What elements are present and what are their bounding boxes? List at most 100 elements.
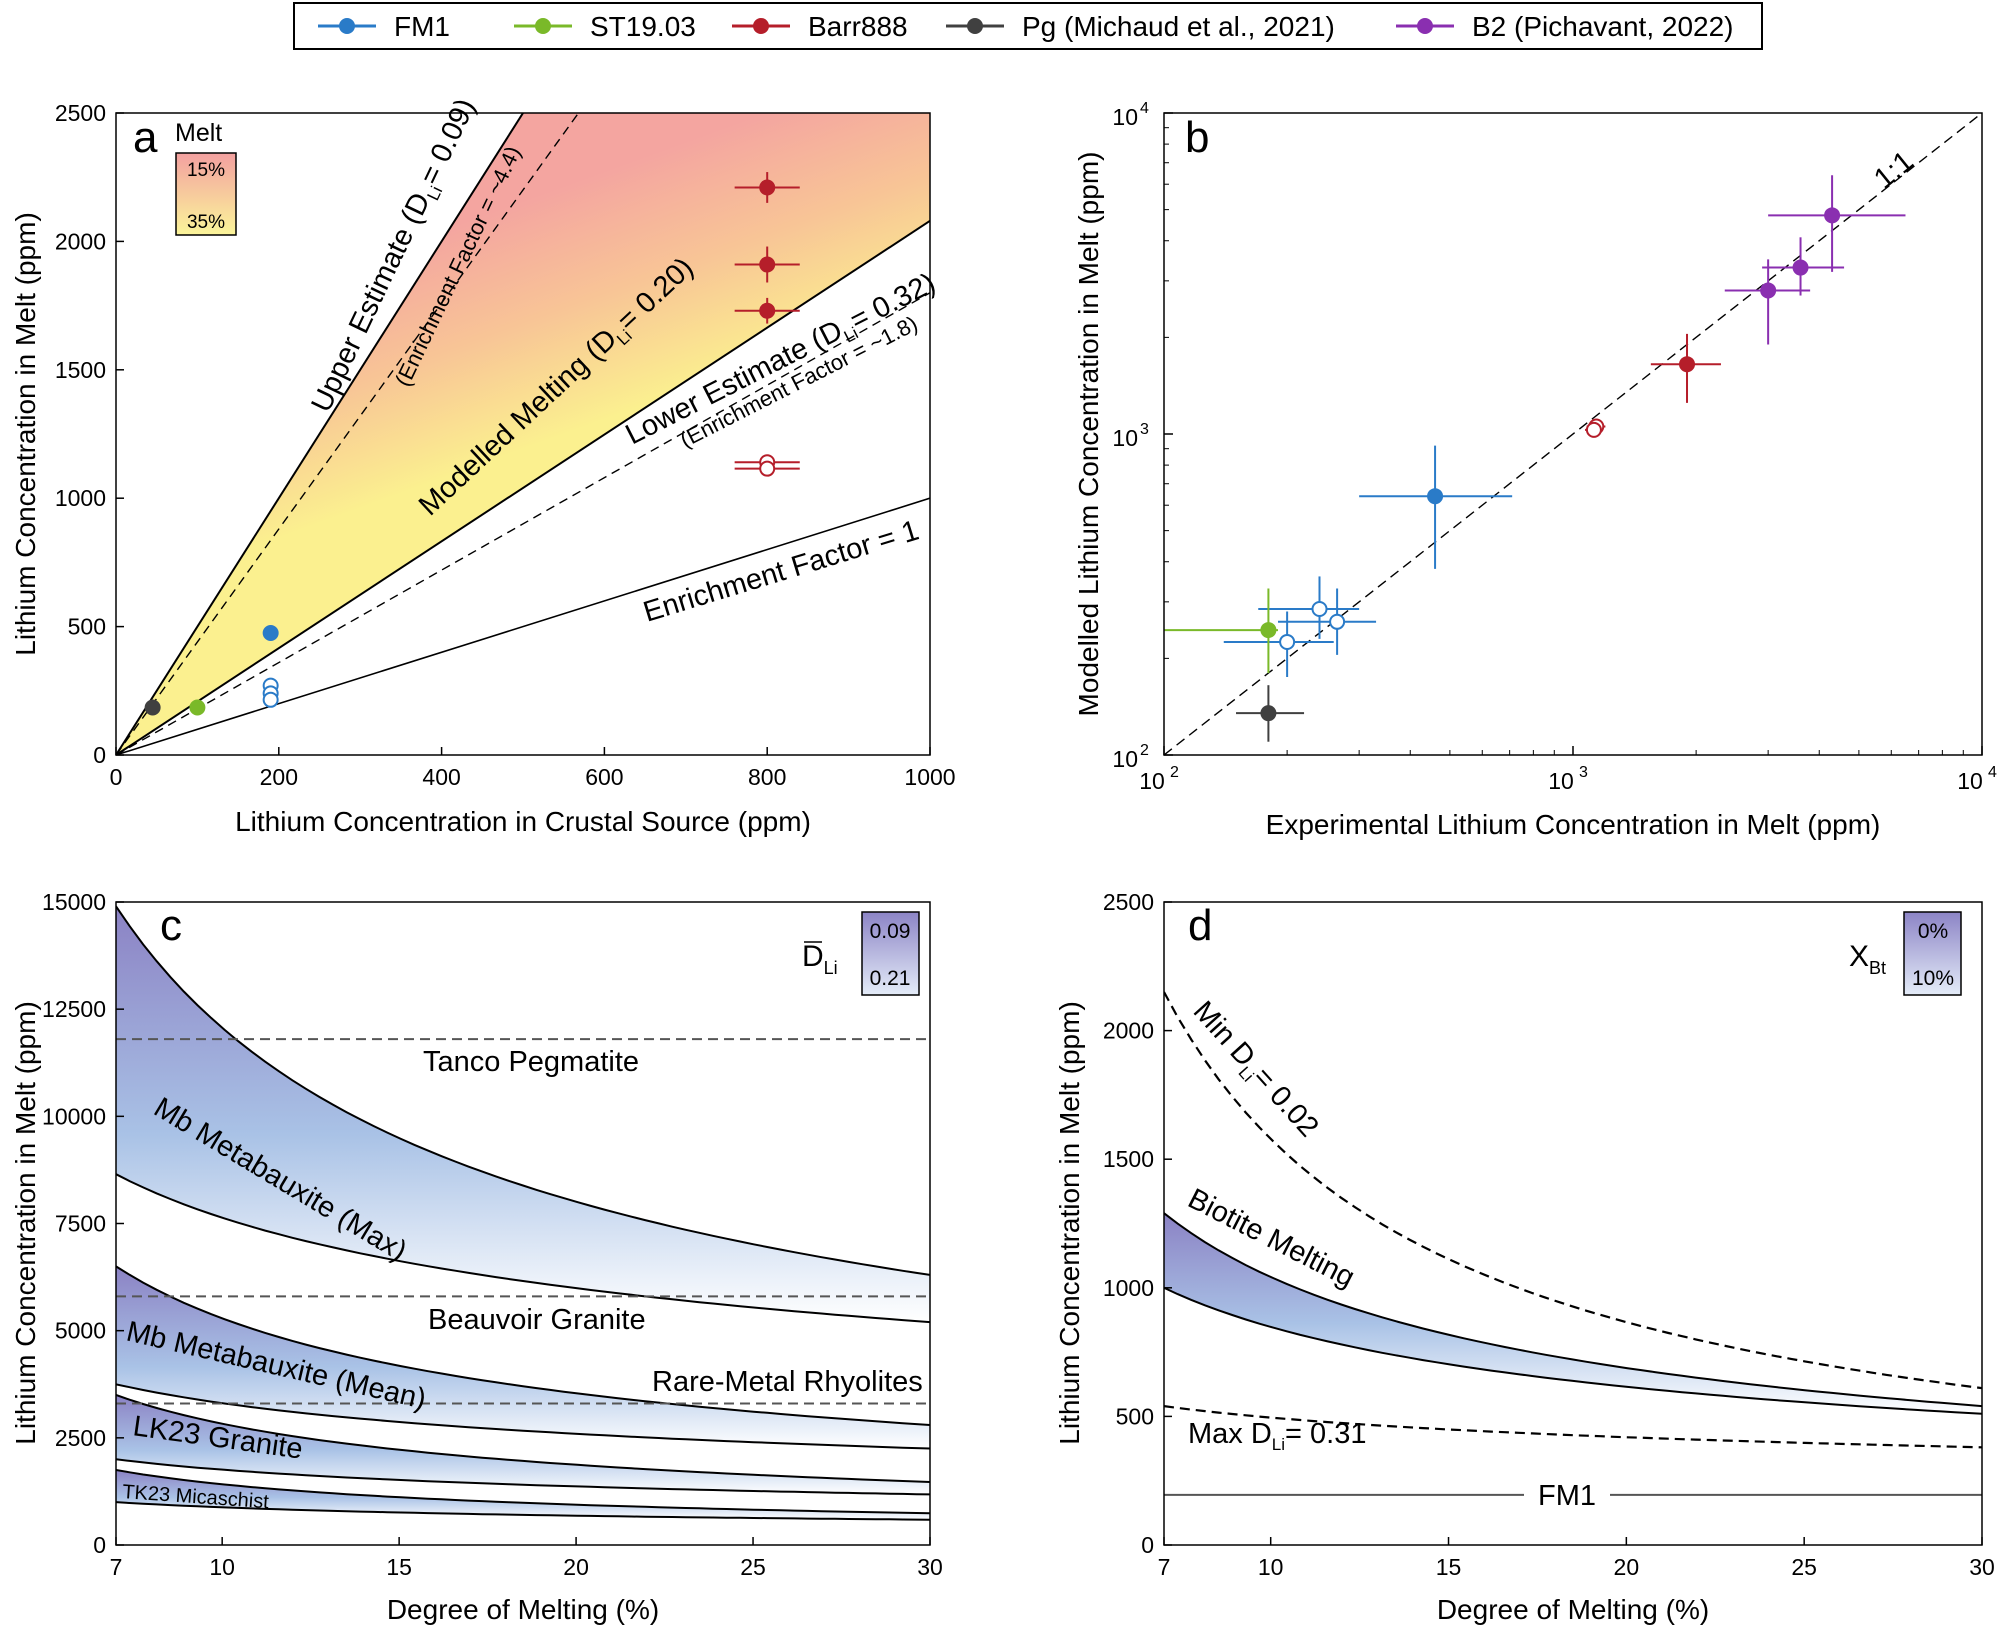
data-point bbox=[1760, 282, 1777, 299]
x-tick-label: 7 bbox=[110, 1554, 123, 1580]
enrichment-one-annotation: Enrichment Factor = 1 bbox=[640, 514, 923, 628]
x-tick-label: 7 bbox=[1158, 1554, 1171, 1580]
y-tick-label: 1500 bbox=[1103, 1146, 1154, 1172]
band-fill bbox=[116, 1470, 930, 1520]
legend-dot-fm1 bbox=[339, 18, 355, 34]
beauvoir-granite-label: Beauvoir Granite bbox=[428, 1304, 646, 1336]
y-tick-label: 15000 bbox=[42, 889, 106, 915]
band-fill bbox=[116, 1395, 930, 1495]
x-tick-label: 600 bbox=[585, 764, 623, 790]
colorbar-d-bottom-label: 10% bbox=[1912, 967, 1954, 990]
x-tick-label: 10 bbox=[1258, 1554, 1284, 1580]
y-tick-label: 0 bbox=[93, 1532, 106, 1558]
y-tick-label: 2000 bbox=[55, 228, 106, 254]
svg-text:DLi: DLi bbox=[802, 940, 838, 978]
panel-d-frame bbox=[1163, 901, 1983, 1546]
y-tick-label: 10 bbox=[1112, 425, 1138, 451]
legend-item-b2: B2 (Pichavant, 2022) bbox=[1396, 11, 1734, 42]
y-tick-label: 0 bbox=[93, 742, 106, 768]
y-tick-label: 2000 bbox=[1103, 1018, 1154, 1044]
identity-label: 1:1 bbox=[1868, 145, 1919, 195]
biotite-band-upper bbox=[1164, 1212, 1982, 1408]
max-d-curve bbox=[1164, 1405, 1982, 1449]
legend-dot-pg bbox=[967, 18, 983, 34]
panel-d: 7 10 15 20 25 30 0 500 1000 1500 2000 2500 d XBt 0%… bbox=[1054, 889, 1995, 1625]
min-d-value: = 0.02 bbox=[1246, 1061, 1324, 1143]
y-tick-label: 10 bbox=[1112, 746, 1138, 772]
data-point bbox=[1329, 613, 1346, 630]
lower-estimate-line bbox=[116, 292, 930, 755]
y-tick-exponent: 3 bbox=[1140, 421, 1149, 438]
x-tick-exponent: 2 bbox=[1170, 764, 1179, 781]
y-tick-label: 1500 bbox=[55, 357, 106, 383]
data-point bbox=[262, 691, 279, 708]
x-tick-label: 30 bbox=[917, 1554, 943, 1580]
colorbar-bottom-label: 35% bbox=[187, 212, 225, 233]
y-tick-label: 2500 bbox=[1103, 889, 1154, 915]
fm1-reference-label: FM1 bbox=[1538, 1480, 1596, 1512]
modelled-melting-band bbox=[116, 113, 930, 755]
panel-b-ylabel: Modelled Lithium Concentration in Melt (… bbox=[1073, 152, 1104, 717]
rare-metal-rhyolites-label: Rare-Metal Rhyolites bbox=[652, 1366, 923, 1398]
band-upper bbox=[116, 1394, 930, 1483]
data-point bbox=[189, 699, 206, 716]
band-upper-line bbox=[116, 113, 525, 755]
legend-dot-barr888 bbox=[753, 18, 769, 34]
legend-label-b2: B2 (Pichavant, 2022) bbox=[1472, 11, 1734, 42]
x-tick-label: 15 bbox=[386, 1554, 412, 1580]
colorbar-box bbox=[175, 152, 237, 236]
data-point bbox=[1824, 207, 1841, 224]
biotite-band-lower bbox=[1164, 1286, 1982, 1415]
max-d-annotation: Max DLi= 0.31 bbox=[1188, 1418, 1366, 1454]
panel-c-xlabel: Degree of Melting (%) bbox=[387, 1594, 659, 1625]
y-tick-label: 0 bbox=[1141, 1532, 1154, 1558]
panel-d-colorbar: XBt 0% 10% bbox=[1849, 911, 1962, 996]
data-point bbox=[759, 179, 776, 196]
panel-a-ticks: 0 200 400 600 800 1000 0 500 1000 1500 2000 2500 bbox=[55, 100, 956, 790]
y-tick-exponent: 4 bbox=[1140, 100, 1149, 117]
max-d-sub: Li bbox=[1272, 1435, 1285, 1454]
legend-dot-b2 bbox=[1417, 18, 1433, 34]
svg-text:XBt: XBt bbox=[1849, 940, 1886, 978]
x-tick-label: 400 bbox=[422, 764, 460, 790]
legend-item-barr888: Barr888 bbox=[732, 11, 908, 42]
svg-text:Min DLi= 0.02: Min DLi= 0.02 bbox=[1184, 995, 1325, 1146]
panel-d-xlabel: Degree of Melting (%) bbox=[1437, 1594, 1709, 1625]
colorbar-top-label: 15% bbox=[187, 160, 225, 181]
data-point bbox=[759, 460, 776, 477]
band-lower bbox=[116, 1458, 930, 1496]
legend-item-st1903: ST19.03 bbox=[514, 11, 696, 42]
band-upper bbox=[116, 1265, 930, 1426]
x-tick-exponent: 4 bbox=[1988, 764, 1997, 781]
y-tick-label: 1000 bbox=[55, 485, 106, 511]
max-d-value: = 0.31 bbox=[1285, 1418, 1366, 1450]
band-lower bbox=[116, 1501, 930, 1521]
y-tick-label: 12500 bbox=[42, 996, 106, 1022]
panel-c-reference-lines bbox=[116, 1038, 930, 1405]
panel-c: 7 10 15 20 25 300250050007500100001250015000 … bbox=[10, 889, 943, 1625]
band-fill bbox=[116, 906, 930, 1323]
colorbar-c-title: D bbox=[802, 940, 824, 973]
panel-b-ticks: 10 210 210 310 310 410 4 bbox=[1112, 100, 1997, 794]
y-tick-label: 2500 bbox=[55, 1425, 106, 1451]
panel-d-ticks: 7 10 15 20 25 30 0 500 1000 1500 2000 2500 bbox=[1103, 889, 1995, 1580]
y-tick-label: 10000 bbox=[42, 1103, 106, 1129]
panel-d-letter: d bbox=[1188, 901, 1212, 950]
tanco-pegmatite-label: Tanco Pegmatite bbox=[423, 1046, 639, 1078]
y-tick-label: 500 bbox=[68, 614, 106, 640]
panel-b-letter: b bbox=[1185, 113, 1209, 162]
x-tick-label: 10 bbox=[1957, 768, 1983, 794]
y-tick-label: 5000 bbox=[55, 1318, 106, 1344]
colorbar-c-sub: Li bbox=[824, 958, 838, 978]
data-point bbox=[1427, 488, 1444, 505]
min-d-text: Min D bbox=[1187, 995, 1261, 1073]
panel-c-bands bbox=[116, 905, 930, 1521]
max-d-text: Max D bbox=[1188, 1418, 1272, 1450]
colorbar-c-top-label: 0.09 bbox=[870, 920, 911, 943]
colorbar-d-title: X bbox=[1849, 940, 1869, 973]
panel-a-colorbar: Melt 15% 35% bbox=[175, 119, 237, 236]
panel-a-points bbox=[144, 172, 800, 716]
panel-c-ticks: 7 10 15 20 25 30 0 2500 5000 7500 10000 12500 15000 bbox=[42, 889, 943, 1580]
